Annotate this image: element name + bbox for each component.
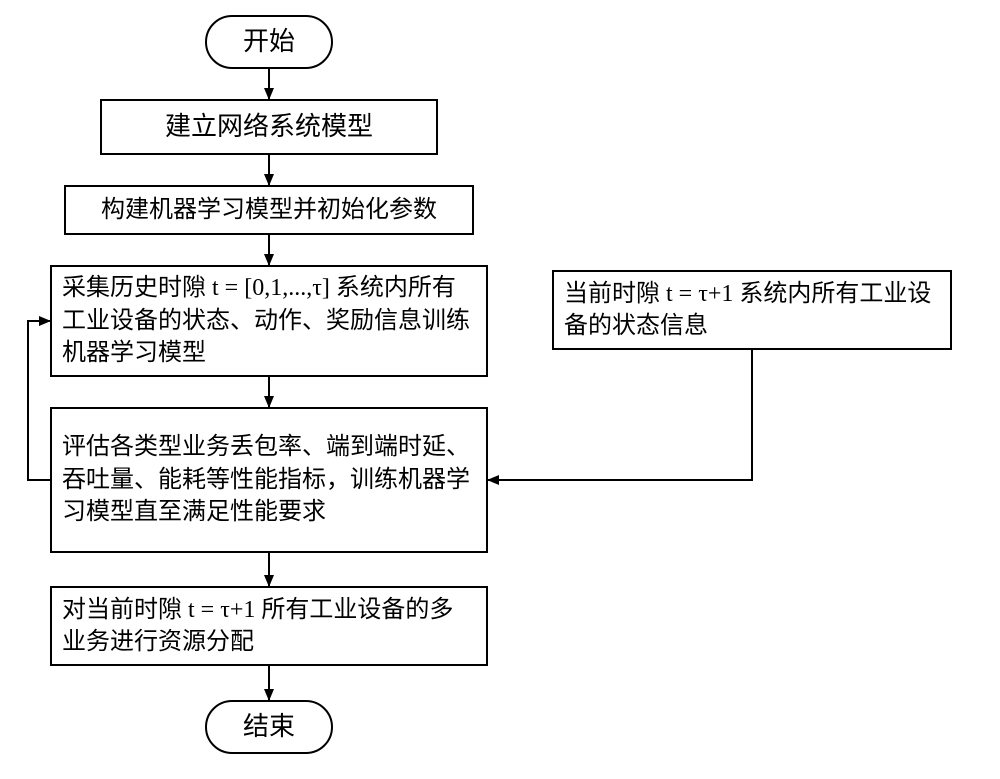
node-n4: 评估各类型业务丢包率、端到端时延、吞吐量、能耗等性能指标，训练机器学习模型直至满… <box>50 407 488 553</box>
node-end: 结束 <box>205 700 333 754</box>
node-n1: 建立网络系统模型 <box>100 99 438 155</box>
node-n5: 对当前时隙 t = τ+1 所有工业设备的多业务进行资源分配 <box>50 586 488 666</box>
node-side: 当前时隙 t = τ+1 系统内所有工业设备的状态信息 <box>552 270 952 350</box>
edge-7 <box>488 350 752 480</box>
node-n2: 构建机器学习模型并初始化参数 <box>64 185 474 235</box>
flowchart-canvas: 开始建立网络系统模型构建机器学习模型并初始化参数采集历史时隙 t = [0,1,… <box>0 0 1000 779</box>
node-n3: 采集历史时隙 t = [0,1,...,τ] 系统内所有工业设备的状态、动作、奖… <box>50 265 488 377</box>
edge-6 <box>28 321 50 480</box>
node-start: 开始 <box>205 15 333 69</box>
